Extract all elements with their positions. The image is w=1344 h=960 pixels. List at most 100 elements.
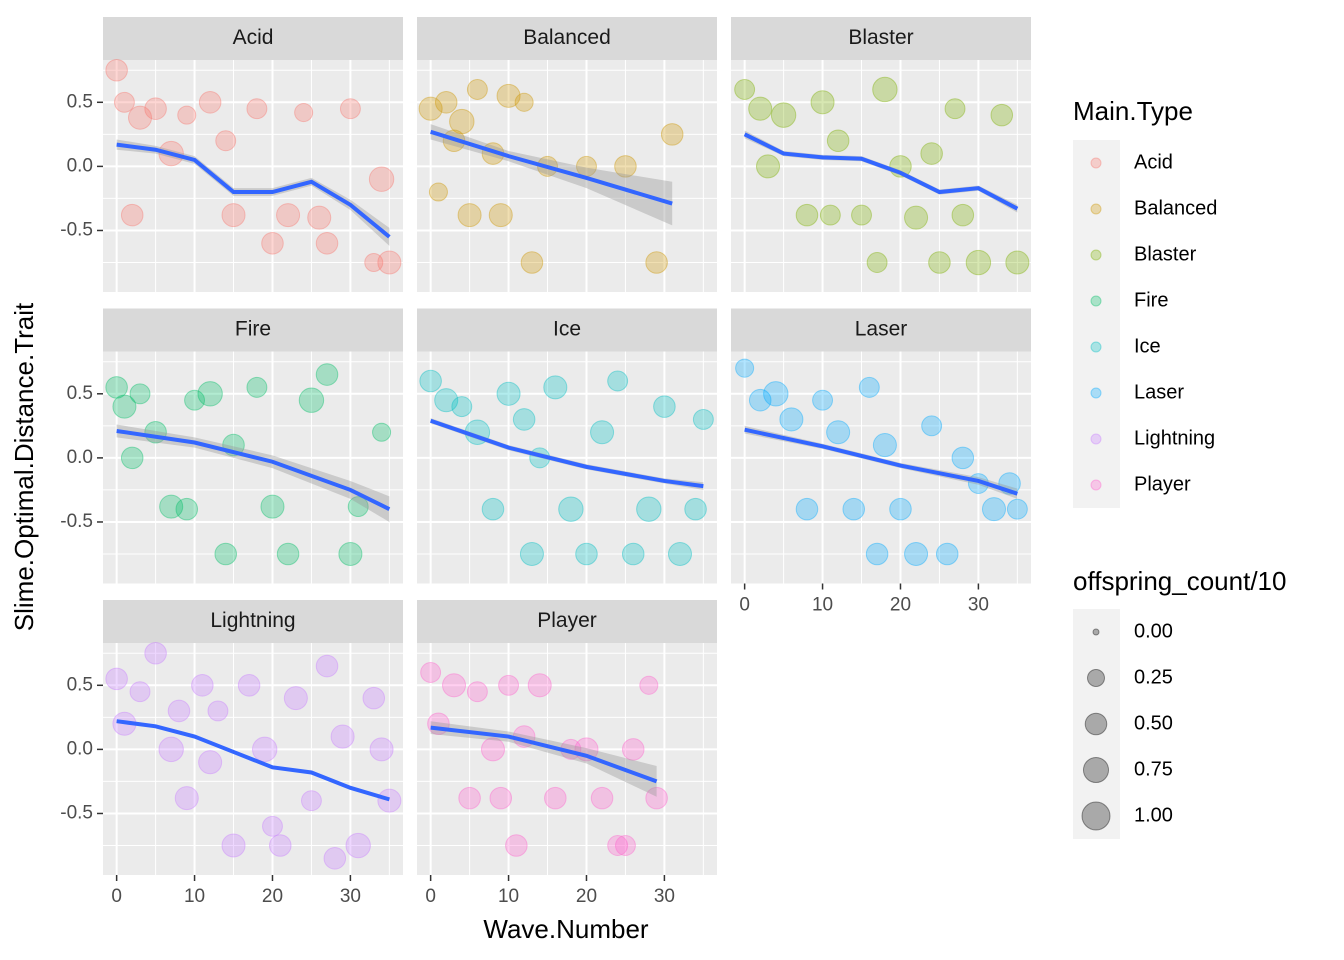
point [1006, 498, 1028, 520]
point [198, 750, 223, 775]
point [667, 541, 693, 567]
point [660, 123, 684, 146]
legend-key [1073, 186, 1120, 232]
legend-symbol [1090, 387, 1102, 399]
point [779, 407, 804, 432]
point [489, 786, 513, 810]
legend-label: Player [1134, 473, 1191, 495]
panel [417, 351, 717, 584]
point [184, 389, 206, 411]
legend-label: 0.75 [1134, 758, 1173, 780]
strip [417, 600, 717, 643]
legend-size-symbol [1081, 801, 1111, 831]
legend-key [1073, 747, 1120, 793]
panel [103, 351, 403, 584]
x-tick-label: 30 [968, 595, 989, 616]
legend-size-symbol [1087, 669, 1105, 687]
point [339, 98, 361, 120]
panel [417, 643, 717, 875]
legend-label: 0.00 [1134, 620, 1173, 642]
point [215, 130, 237, 152]
point [362, 686, 386, 710]
point [129, 681, 151, 703]
point [981, 497, 1007, 522]
legend-key [1073, 655, 1120, 701]
legend-symbol [1090, 433, 1102, 445]
point [262, 815, 283, 837]
legend-key [1073, 462, 1120, 508]
point [935, 542, 959, 566]
point [174, 786, 199, 811]
point [575, 542, 598, 566]
point [434, 388, 459, 413]
point [842, 497, 866, 521]
point [795, 497, 819, 521]
point [1005, 250, 1030, 275]
point [315, 232, 339, 255]
point [734, 79, 756, 100]
point [865, 542, 889, 566]
panel [731, 351, 1031, 584]
point [763, 381, 789, 407]
point [368, 166, 395, 192]
x-tick-label: 10 [184, 886, 205, 907]
smooth-line [744, 427, 1018, 496]
strip-label: Balanced [523, 26, 611, 49]
point [127, 105, 153, 130]
point [795, 203, 819, 227]
point [543, 375, 568, 400]
point [614, 155, 637, 178]
y-tick-label: -0.5 [60, 511, 93, 532]
y-tick-label: -0.5 [60, 802, 93, 823]
point [748, 96, 773, 121]
legend-label: 0.50 [1134, 712, 1173, 734]
point [904, 541, 929, 567]
x-tick-label: 10 [498, 886, 519, 907]
point [904, 205, 929, 230]
point [260, 494, 285, 519]
point [419, 369, 442, 393]
y-axis-title: Slime.Optimal.Distance.Trait [9, 302, 39, 631]
legend-key [1073, 324, 1120, 370]
y-tick-label: 0.5 [67, 91, 93, 112]
legend-label: Ice [1134, 335, 1161, 357]
point [261, 232, 284, 255]
point [120, 203, 144, 227]
x-tick-label: 0 [111, 886, 122, 907]
point [144, 641, 167, 665]
legend-key [1073, 140, 1120, 186]
point [965, 249, 992, 276]
point [512, 408, 536, 431]
point [315, 654, 339, 678]
point [645, 251, 668, 274]
point [921, 415, 943, 437]
point [614, 835, 636, 856]
point [951, 203, 975, 227]
point [514, 92, 534, 112]
x-tick-label: 20 [890, 595, 911, 616]
point [175, 497, 199, 521]
point [207, 700, 229, 722]
point [276, 542, 300, 566]
point [347, 496, 369, 518]
point [653, 395, 676, 418]
point [735, 358, 755, 378]
point [330, 724, 355, 749]
point [951, 446, 975, 470]
point [826, 420, 851, 445]
point [505, 834, 528, 857]
smooth-line [116, 428, 391, 511]
x-tick-label: 20 [262, 886, 283, 907]
point [851, 204, 872, 226]
point [920, 142, 943, 165]
point [755, 154, 781, 179]
panel [417, 60, 717, 292]
point [527, 673, 552, 698]
point [105, 58, 128, 82]
legend-key [1073, 370, 1120, 416]
strip [103, 308, 403, 352]
point [364, 252, 384, 273]
point [268, 834, 292, 857]
strip-label: Acid [233, 26, 274, 49]
